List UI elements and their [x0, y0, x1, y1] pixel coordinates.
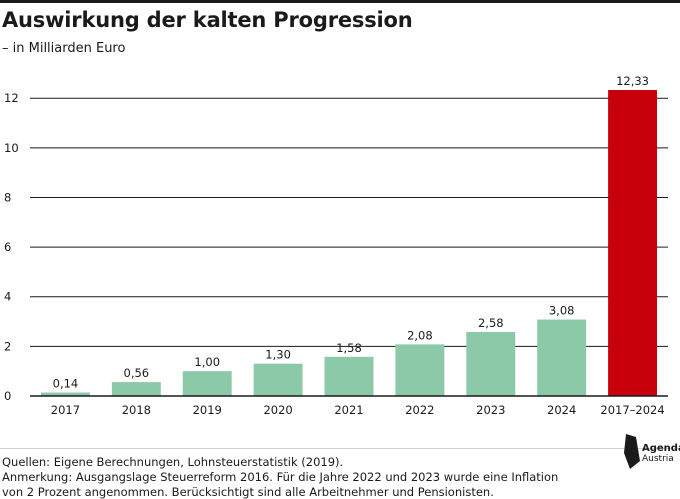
annotation-line-2: von 2 Prozent angenommen. Berücksichtigt… [2, 484, 494, 499]
bar-2018 [111, 382, 161, 396]
y-tick-label-4: 4 [4, 290, 11, 304]
x-tick-label-2024: 2024 [547, 403, 576, 417]
x-tick-label-2021: 2021 [334, 403, 363, 417]
y-tick-label-8: 8 [4, 190, 11, 204]
bar-2024 [537, 319, 587, 396]
y-tick-label-12: 12 [4, 91, 19, 105]
value-label-2022: 2,08 [407, 328, 433, 342]
y-tick-label-0: 0 [4, 389, 11, 403]
x-tick-label-2020: 2020 [263, 403, 292, 417]
bar-2017–2024 [608, 90, 658, 396]
bar-2020 [253, 363, 303, 396]
x-tick-label-2022: 2022 [405, 403, 434, 417]
value-label-2020: 1,30 [265, 348, 291, 362]
chart-subtitle: – in Milliarden Euro [2, 41, 126, 56]
x-tick-label-2019: 2019 [193, 403, 222, 417]
bar-2017 [40, 392, 90, 396]
value-label-2021: 1,58 [336, 341, 362, 355]
bar-2023 [466, 331, 516, 396]
logo-text: Agenda Austria [642, 443, 680, 465]
footer-rule [0, 448, 680, 449]
bar-2022 [395, 344, 445, 396]
logo-line-2: Austria [642, 454, 674, 464]
source-note: Quellen: Eigene Berechnungen, Lohnsteuer… [2, 455, 344, 469]
chart-title: Auswirkung der kalten Progression [2, 8, 413, 32]
logo-line-1: Agenda [642, 443, 680, 454]
x-tick-label-2018: 2018 [122, 403, 151, 417]
footer: Quellen: Eigene Berechnungen, Lohnsteuer… [2, 455, 592, 499]
value-label-2019: 1,00 [194, 355, 220, 369]
y-tick-label-10: 10 [4, 141, 19, 155]
top-rule [0, 0, 680, 3]
x-tick-label-2023: 2023 [476, 403, 505, 417]
annotation-line-1: Anmerkung: Ausgangslage Steuerreform 201… [2, 469, 559, 484]
x-tick-label-2017–2024: 2017–2024 [600, 403, 664, 417]
value-label-2017: 0,14 [53, 377, 79, 391]
y-tick-label-6: 6 [4, 240, 11, 254]
value-label-2024: 3,08 [549, 304, 575, 318]
value-label-2017–2024: 12,33 [616, 74, 649, 88]
bar-2019 [182, 371, 232, 396]
value-label-2018: 0,56 [124, 366, 150, 380]
bar-chart: 0 2 4 6 8 10 12 0,14 2017 0,56 2018 1,00 2019 1,30 202… [4, 74, 668, 417]
x-tick-label-2017: 2017 [51, 403, 80, 417]
bar-2021 [324, 356, 374, 396]
value-label-2023: 2,58 [478, 316, 504, 330]
agenda-austria-logo-icon [624, 434, 640, 469]
y-tick-label-2: 2 [4, 339, 11, 353]
